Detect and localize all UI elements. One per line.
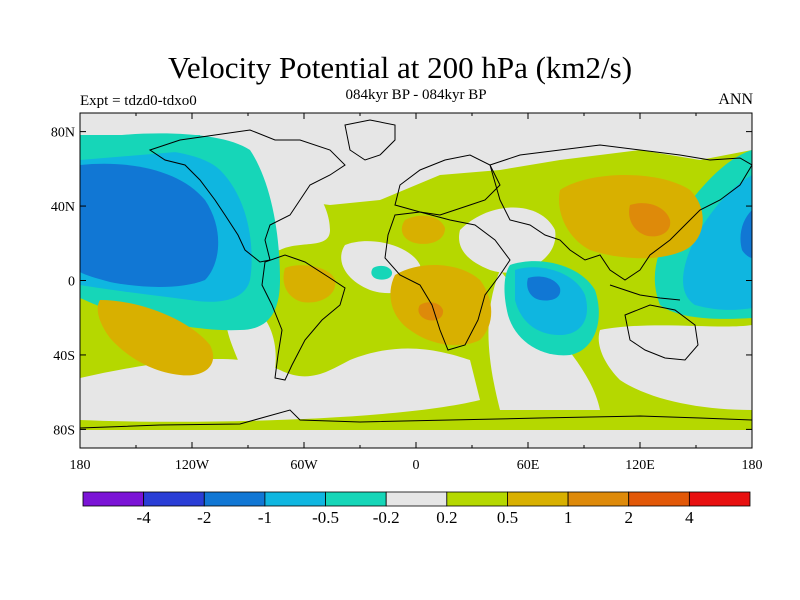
- map-title: Velocity Potential at 200 hPa (km2/s): [167, 50, 633, 85]
- colorbar-label: 4: [685, 508, 694, 527]
- lon-tick-label: 180: [742, 458, 763, 473]
- lon-tick-label: 60W: [290, 458, 318, 473]
- lon-tick-label: 120E: [625, 458, 655, 473]
- colorbar-label: -4: [137, 508, 152, 527]
- lat-tick-label: 0: [68, 275, 75, 290]
- colorbar-label: -2: [197, 508, 211, 527]
- colorbar-swatch: [325, 491, 387, 507]
- colorbar-label: 0.2: [436, 508, 457, 527]
- colorbar-label: -1: [258, 508, 272, 527]
- field-positive-high: [418, 203, 671, 321]
- colorbar-label: -0.2: [373, 508, 400, 527]
- season-label: ANN: [718, 91, 753, 108]
- colorbar-swatch: [143, 491, 205, 507]
- colorbar-swatch: [688, 491, 751, 507]
- field-negative-east: [654, 150, 752, 319]
- lon-tick-label: 120W: [175, 458, 210, 473]
- lon-tick-label: 60E: [517, 458, 540, 473]
- coast-south-america: [261, 254, 346, 381]
- lon-tick-label: 180: [70, 458, 91, 473]
- coast-asia: [489, 144, 752, 281]
- colorbar-label: -0.5: [312, 508, 339, 527]
- lat-tick-label: 80S: [53, 423, 75, 438]
- lat-tick-label: 40N: [51, 200, 75, 215]
- coast-antarctica: [80, 409, 752, 429]
- lat-tick-label: 80N: [51, 126, 75, 141]
- colorbar-label: 0.5: [497, 508, 518, 527]
- colorbar-swatch: [203, 491, 266, 507]
- coast-africa: [384, 211, 511, 351]
- contour-field: [80, 113, 752, 448]
- experiment-label: Expt = tdzd0-tdxo0: [80, 93, 197, 109]
- longitude-axis: 180 120W 60W 0 60E 120E 180: [70, 113, 763, 473]
- colorbar-swatch: [628, 491, 690, 507]
- map-subtitle: 084kyr BP - 084kyr BP: [345, 87, 487, 103]
- colorbar-swatch: [385, 491, 448, 507]
- colorbar-swatch: [567, 491, 630, 507]
- colorbar-swatch: [507, 491, 569, 507]
- colorbar-swatch: [82, 491, 145, 507]
- lon-tick-label: 0: [413, 458, 420, 473]
- coast-australia: [624, 304, 699, 361]
- colorbar: -4 -2 -1 -0.5 -0.2 0.2 0.5 1 2 4: [82, 491, 751, 527]
- coastlines: [80, 119, 752, 429]
- latitude-axis: 80N 40N 0 40S 80S: [51, 126, 752, 438]
- colorbar-swatch: [446, 491, 508, 507]
- coast-europe: [394, 154, 501, 216]
- lat-tick-label: 40S: [53, 349, 75, 364]
- coast-north-america: [148, 129, 346, 263]
- colorbar-swatch: [264, 491, 326, 507]
- coast-greenland: [344, 119, 396, 161]
- field-negative-indian: [371, 261, 599, 356]
- colorbar-label: 2: [624, 508, 633, 527]
- coast-indonesia: [609, 284, 681, 301]
- colorbar-label: 1: [564, 508, 573, 527]
- field-positive-medium: [97, 175, 703, 376]
- field-negative-west: [80, 133, 280, 331]
